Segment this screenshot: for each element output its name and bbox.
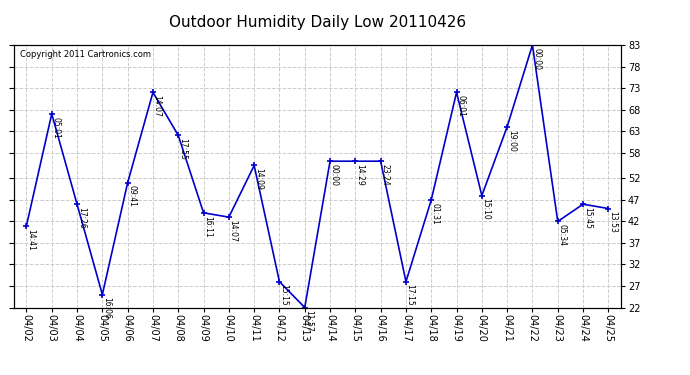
Text: 05:01: 05:01: [52, 117, 61, 138]
Text: 15:10: 15:10: [482, 198, 491, 220]
Text: 01:31: 01:31: [431, 203, 440, 225]
Text: Copyright 2011 Cartronics.com: Copyright 2011 Cartronics.com: [20, 50, 151, 59]
Text: 14:07: 14:07: [228, 220, 237, 242]
Text: Outdoor Humidity Daily Low 20110426: Outdoor Humidity Daily Low 20110426: [169, 15, 466, 30]
Text: 13:53: 13:53: [608, 211, 617, 233]
Text: 11:57: 11:57: [304, 310, 313, 332]
Text: 17:26: 17:26: [77, 207, 86, 229]
Text: 15:45: 15:45: [583, 207, 592, 229]
Text: 16:06: 16:06: [102, 297, 111, 319]
Text: 19:00: 19:00: [507, 129, 516, 152]
Text: 17:55: 17:55: [178, 138, 187, 160]
Text: 05:34: 05:34: [558, 224, 566, 246]
Text: 09:41: 09:41: [128, 186, 137, 207]
Text: 14:07: 14:07: [152, 95, 161, 117]
Text: 14:41: 14:41: [26, 228, 35, 250]
Text: 00:00: 00:00: [330, 164, 339, 186]
Text: 06:01: 06:01: [456, 95, 465, 117]
Text: 17:15: 17:15: [406, 285, 415, 306]
Text: 14:29: 14:29: [355, 164, 364, 186]
Text: 15:15: 15:15: [279, 285, 288, 306]
Text: 00:00: 00:00: [532, 48, 541, 70]
Text: 14:09: 14:09: [254, 168, 263, 190]
Text: 23:24: 23:24: [380, 164, 389, 186]
Text: 16:11: 16:11: [204, 216, 213, 237]
